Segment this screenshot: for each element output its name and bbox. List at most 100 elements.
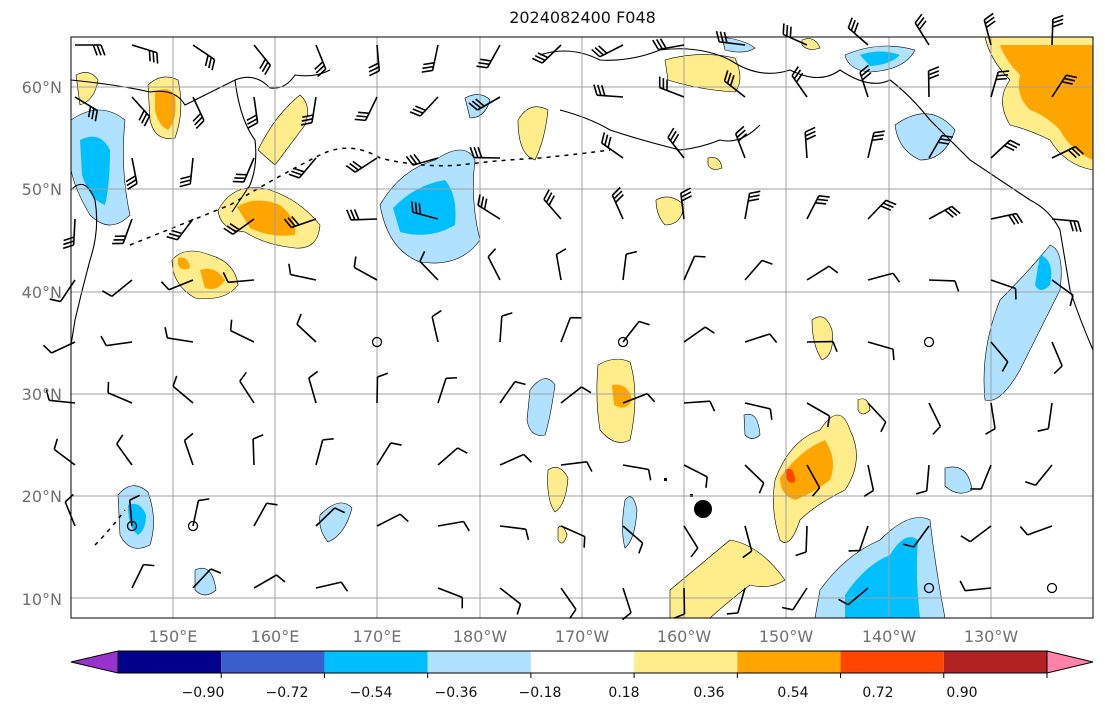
- barb-feather: [850, 19, 856, 31]
- calm-circle: [617, 336, 629, 348]
- barb-staff: [1051, 74, 1067, 98]
- colorbar-segment: [118, 651, 222, 673]
- wind-barb: [107, 381, 133, 404]
- wind-barb: [166, 218, 194, 241]
- barb-feather: [1009, 139, 1021, 146]
- barb-staff: [376, 513, 401, 527]
- barb-staff: [131, 96, 150, 117]
- barb-feather: [247, 118, 258, 125]
- wind-barb: [469, 146, 501, 159]
- barb-feather: [892, 272, 901, 283]
- colorbar-segment: [634, 651, 738, 673]
- lon-label: 170°E: [353, 627, 402, 646]
- barb-staff: [311, 96, 317, 123]
- barb-feather: [288, 173, 300, 179]
- calm-circle: [371, 336, 383, 348]
- barb-staff: [252, 438, 255, 466]
- barb-feather: [156, 52, 159, 64]
- barb-feather: [409, 154, 418, 165]
- barb-feather: [726, 72, 732, 84]
- barb-staff: [1051, 145, 1076, 159]
- wind-barb: [622, 250, 638, 281]
- wind-barb: [101, 279, 133, 298]
- barb-staff: [1051, 279, 1074, 296]
- barb-feather: [791, 66, 799, 77]
- barb-staff: [315, 581, 342, 589]
- barb-feather: [399, 513, 409, 523]
- barb-feather: [180, 175, 192, 180]
- barb-feather: [673, 613, 685, 619]
- wind-barb: [308, 370, 319, 404]
- wind-barb: [867, 402, 887, 433]
- barb-staff: [228, 279, 255, 284]
- wind-barb: [499, 453, 533, 466]
- barb-staff: [364, 96, 378, 121]
- barb-feather: [1052, 14, 1064, 20]
- wind-barb: [990, 279, 1017, 300]
- wind-barb: [622, 525, 644, 554]
- wind-barb: [75, 44, 106, 56]
- wind-barb: [683, 400, 716, 412]
- barb-staff: [990, 212, 1017, 220]
- wind-barb: [192, 96, 205, 130]
- barb-staff: [928, 279, 956, 282]
- wind-barb: [744, 190, 761, 220]
- barb-feather: [735, 125, 745, 135]
- wind-barb: [222, 272, 255, 284]
- barb-feather: [1006, 142, 1018, 149]
- barb-feather: [815, 201, 827, 205]
- wind-barb: [368, 44, 381, 77]
- barb-staff: [431, 44, 439, 71]
- wind-barb: [253, 574, 286, 589]
- barb-feather: [100, 44, 106, 56]
- wind-barb: [726, 587, 746, 615]
- barb-staff: [744, 193, 751, 220]
- barb-feather: [473, 146, 479, 158]
- barb-staff: [667, 137, 685, 159]
- barb-staff: [290, 273, 317, 281]
- barb-staff: [376, 442, 392, 466]
- barb-staff: [1047, 402, 1053, 429]
- wind-barb: [622, 464, 652, 481]
- wind-barb: [499, 525, 530, 541]
- wind-barb: [1024, 464, 1053, 486]
- barb-feather: [860, 68, 871, 77]
- lon-label: 170°W: [555, 627, 610, 646]
- barb-feather: [208, 57, 213, 69]
- barb-feather: [291, 215, 300, 226]
- barb-feather: [301, 118, 313, 122]
- barb-staff: [858, 525, 869, 551]
- barb-staff: [412, 211, 439, 220]
- barb-feather: [638, 320, 650, 326]
- barb-feather: [100, 335, 107, 347]
- barb-feather: [804, 126, 816, 133]
- barb-staff: [965, 587, 992, 592]
- wind-barb: [288, 263, 317, 281]
- barb-feather: [418, 203, 422, 215]
- barb-feather: [405, 155, 414, 166]
- wind-barb: [791, 66, 808, 98]
- barb-feather: [723, 70, 729, 82]
- barb-staff: [914, 22, 930, 46]
- barb-feather: [591, 48, 601, 58]
- wind-barb: [652, 38, 685, 51]
- barb-feather: [475, 98, 485, 107]
- barb-feather: [625, 250, 638, 255]
- barb-staff: [622, 525, 644, 544]
- pos-small-5: [707, 157, 723, 170]
- colorbar-segment: [737, 651, 841, 673]
- barb-staff: [176, 218, 194, 241]
- barb-feather: [301, 121, 313, 126]
- barb-staff: [230, 329, 255, 343]
- colorbar-tick-label: 0.18: [608, 685, 639, 701]
- barb-staff: [867, 464, 875, 491]
- barb-feather: [419, 251, 426, 262]
- barb-staff: [131, 44, 158, 54]
- barb-staff: [107, 392, 133, 404]
- pos-small-1: [655, 196, 685, 226]
- barb-feather: [195, 120, 205, 130]
- pos-core-hawaii-east: [780, 440, 834, 500]
- barb-feather: [983, 12, 994, 21]
- barb-staff: [622, 587, 632, 613]
- lat-label: 50°N: [22, 180, 62, 199]
